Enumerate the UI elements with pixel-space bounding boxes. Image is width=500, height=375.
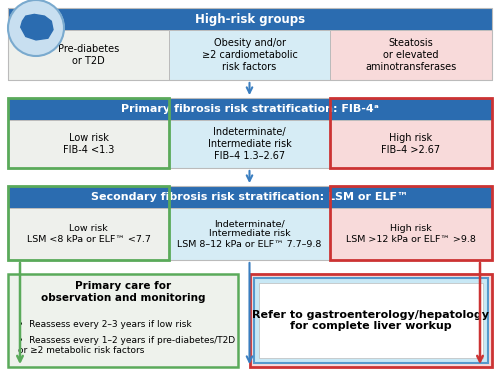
Text: Pre-diabetes
or T2D: Pre-diabetes or T2D [58,44,119,66]
Polygon shape [20,14,53,40]
Bar [8,8,492,80]
Bar [330,186,492,260]
Bar [8,98,492,168]
Bar [8,8,492,30]
Bar [8,186,492,260]
Bar [8,208,169,260]
Bar [8,186,492,208]
Text: Primary care for
observation and monitoring: Primary care for observation and monitor… [41,281,205,303]
Text: Secondary fibrosis risk stratification: LSM or ELF™: Secondary fibrosis risk stratification: … [92,192,408,202]
Bar [254,278,488,363]
Text: Indeterminate/
Intermediate risk
LSM 8–12 kPa or ELF™ 7.7–9.8: Indeterminate/ Intermediate risk LSM 8–1… [178,219,322,249]
Bar [259,283,483,358]
Bar [169,30,330,80]
Bar [169,120,330,168]
Bar [8,98,169,168]
Text: •  Reassess every 1–2 years if pre-diabetes/T2D
or ≥2 metabolic risk factors: • Reassess every 1–2 years if pre-diabet… [18,336,235,356]
Text: Obesity and/or
≥2 cardiometabolic
risk factors: Obesity and/or ≥2 cardiometabolic risk f… [202,38,298,72]
Bar [8,98,492,120]
Text: Indeterminate/
Intermediate risk
FIB–4 1.3–2.67: Indeterminate/ Intermediate risk FIB–4 1… [208,128,292,160]
Bar [8,30,169,80]
Text: •  Reassess every 2–3 years if low risk: • Reassess every 2–3 years if low risk [18,320,192,329]
Text: Low risk
LSM <8 kPa or ELF™ <7.7: Low risk LSM <8 kPa or ELF™ <7.7 [26,224,150,244]
Text: Refer to gastroenterology/hepatology
for complete liver workup: Refer to gastroenterology/hepatology for… [252,310,490,331]
Text: High risk
FIB–4 >2.67: High risk FIB–4 >2.67 [382,133,440,155]
Circle shape [8,0,64,56]
Bar [330,120,492,168]
Text: High risk
LSM >12 kPa or ELF™ >9.8: High risk LSM >12 kPa or ELF™ >9.8 [346,224,476,244]
Text: High-risk groups: High-risk groups [195,12,305,26]
Bar [250,274,492,367]
Text: Primary fibrosis risk stratification: FIB-4ᵃ: Primary fibrosis risk stratification: FI… [121,104,379,114]
Bar [330,98,492,168]
Bar [8,274,238,367]
Bar [8,120,169,168]
Bar [330,30,492,80]
Text: Low risk
FIB-4 <1.3: Low risk FIB-4 <1.3 [63,133,114,155]
Bar [169,208,330,260]
Text: Steatosis
or elevated
aminotransferases: Steatosis or elevated aminotransferases [366,38,456,72]
Bar [330,208,492,260]
Bar [8,186,169,260]
